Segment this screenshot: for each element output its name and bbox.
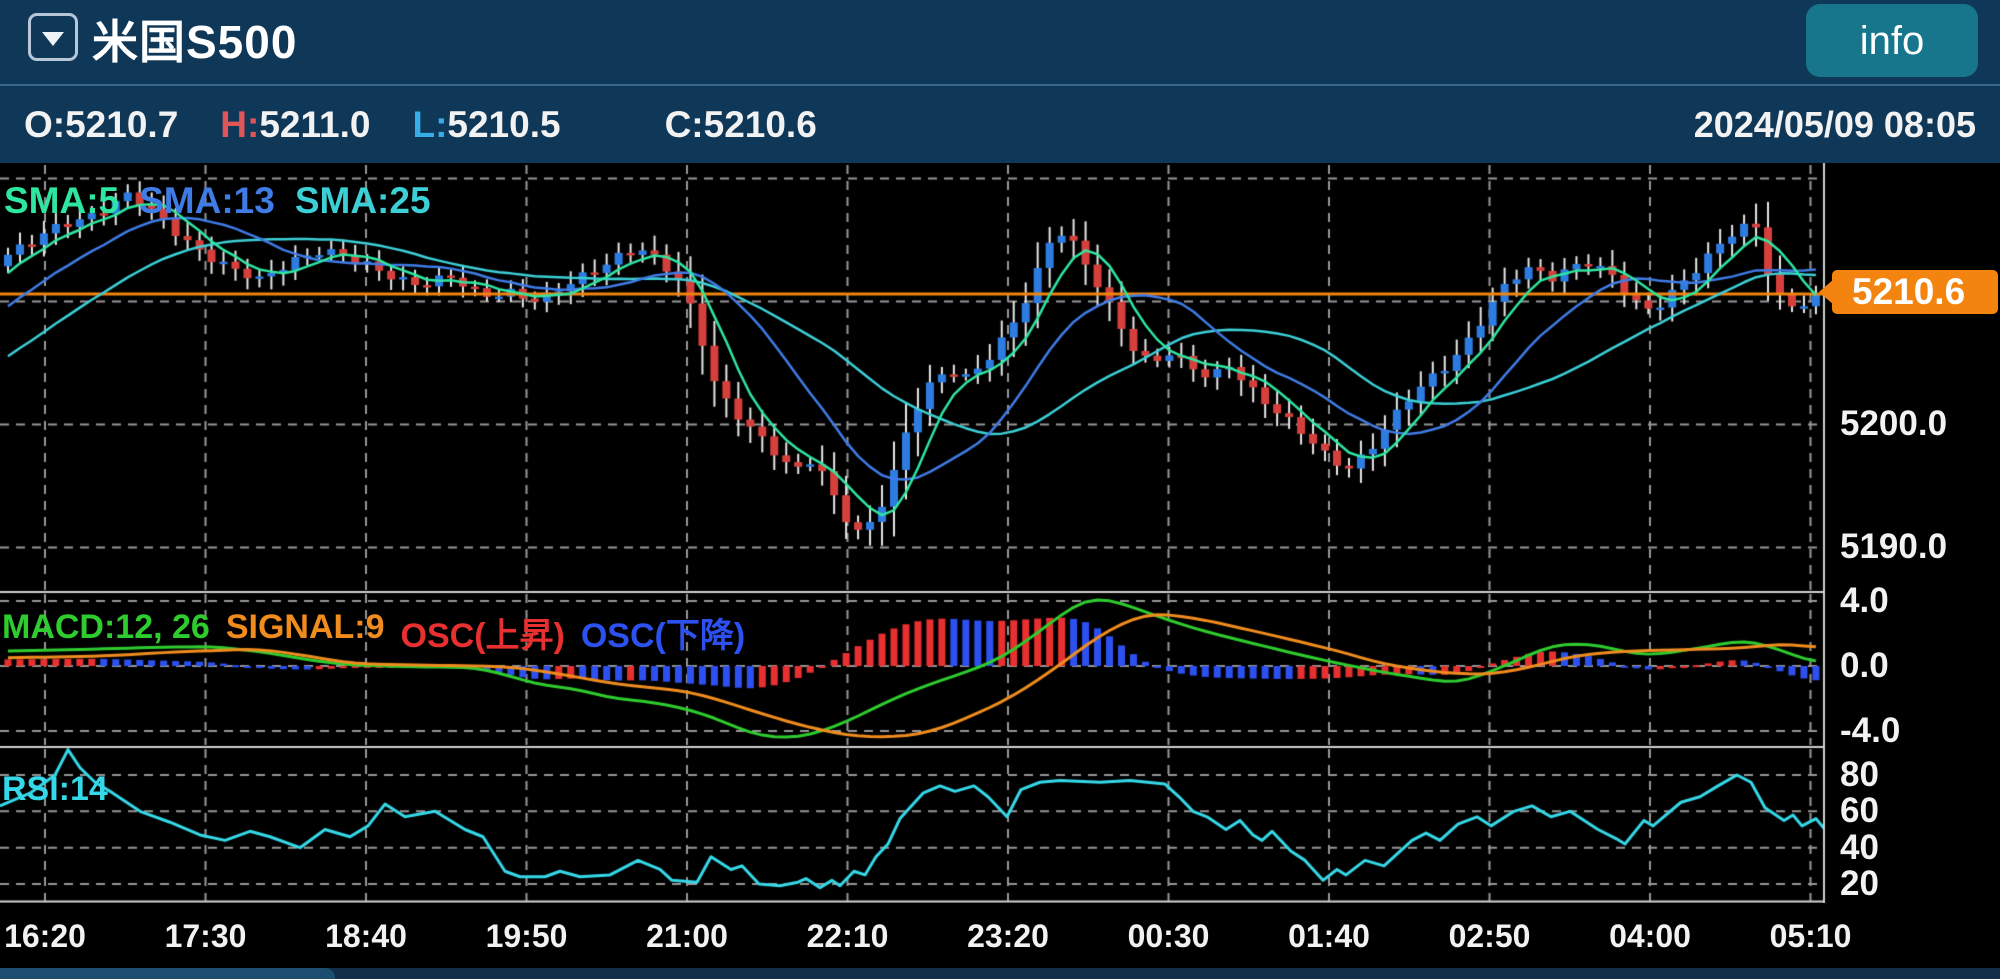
header-separator	[0, 84, 2000, 86]
legend-item-macd-12-26: MACD:12, 26	[2, 608, 210, 646]
time-tick-label-0030: 00:30	[1127, 918, 1210, 954]
symbol-title: 米国S500	[92, 16, 298, 68]
rsi-axis-tick-20: 20	[1840, 864, 1879, 903]
time-tick-label-1620: 16:20	[4, 918, 86, 954]
time-tick-label-0250: 02:50	[1448, 918, 1531, 954]
macd-axis-tick-4.0: 4.0	[1840, 581, 1889, 620]
price-axis-tick-5200.0: 5200.0	[1840, 404, 1948, 444]
bottom-sheet-tab[interactable]	[0, 968, 335, 979]
time-tick-label-1840: 18:40	[325, 918, 407, 954]
ohlc-label-open: O:	[24, 103, 66, 145]
macd-axis-tick-0.0: 0.0	[1840, 646, 1889, 685]
time-tick-label-1950: 19:50	[485, 918, 568, 954]
current-price-tag: 5210.6	[1819, 270, 1998, 314]
symbol-dropdown-button[interactable]	[28, 13, 78, 61]
time-tick-label-0140: 01:40	[1288, 918, 1370, 954]
ohlc-value-high: 5211.0	[259, 103, 371, 145]
ohlc-label-high: H:	[220, 103, 260, 145]
legend-item-signal-9: SIGNAL:9	[225, 608, 385, 646]
time-axis: 16:20 17:30 18:40 19:50 21:00 22:10 23:20 00:30…	[0, 903, 2000, 968]
bottom-strip	[0, 968, 2000, 979]
header-bar: 米国S500 info	[0, 0, 2000, 84]
legend-item-sma-25: SMA:25	[294, 180, 431, 221]
ohlc-item-high: H:5211.0	[220, 104, 370, 146]
legend-item-osc-: OSC(下降)	[580, 617, 746, 655]
rsi-axis-tick-80: 80	[1840, 754, 1879, 794]
ohlc-value-open: 5210.7	[65, 103, 179, 145]
rsi-legend: RSI:14	[2, 770, 108, 809]
ohlc-item-low: L:5210.5	[412, 104, 560, 146]
ohlc-label-low: L:	[412, 103, 448, 145]
price-tag-notch-icon	[1819, 279, 1834, 305]
ohlc-item-close: C:5210.6	[665, 104, 817, 146]
time-tick-label-0510: 05:10	[1769, 918, 1852, 954]
info-button[interactable]: info	[1806, 4, 1978, 77]
legend-item-osc-: OSC(上昇)	[400, 617, 565, 655]
ohlc-value-close: 5210.6	[703, 103, 817, 145]
time-tick-label-2100: 21:00	[646, 918, 728, 954]
chevron-down-icon	[42, 31, 64, 46]
ohlc-item-open: O:5210.7	[24, 104, 178, 146]
current-price-value: 5210.6	[1852, 271, 1966, 312]
legend-item-sma-13: SMA:13	[139, 180, 275, 221]
rsi-axis-tick-60: 60	[1840, 791, 1879, 831]
macd-axis-tick--4.0: -4.0	[1840, 711, 1901, 750]
legend-item-sma-5: SMA:5	[4, 180, 120, 221]
time-tick-label-2210: 22:10	[806, 918, 889, 954]
legend-item-rsi-14: RSI:14	[2, 770, 108, 808]
time-tick-label-0400: 04:00	[1609, 918, 1691, 954]
chart-canvas[interactable]	[0, 163, 2000, 903]
timestamp: 2024/05/09 08:05	[1693, 104, 1976, 145]
time-tick-label-1730: 17:30	[164, 918, 247, 954]
rsi-axis-tick-40: 40	[1840, 827, 1879, 867]
ohlc-value-low: 5210.5	[447, 103, 561, 145]
price-axis-tick-5190.0: 5190.0	[1840, 527, 1948, 567]
sma-legend: SMA:5 SMA:13 SMA:25	[4, 180, 431, 222]
ohlc-label-close: C:	[664, 103, 704, 145]
macd-legend: MACD:12, 26 SIGNAL:9 OSC(上昇) OSC(下降)	[2, 608, 745, 657]
ohlc-bar: O:5210.7 H:5211.0 L:5210.5 C:5210.6	[0, 86, 2000, 163]
time-tick-label-2320: 23:20	[967, 918, 1049, 954]
